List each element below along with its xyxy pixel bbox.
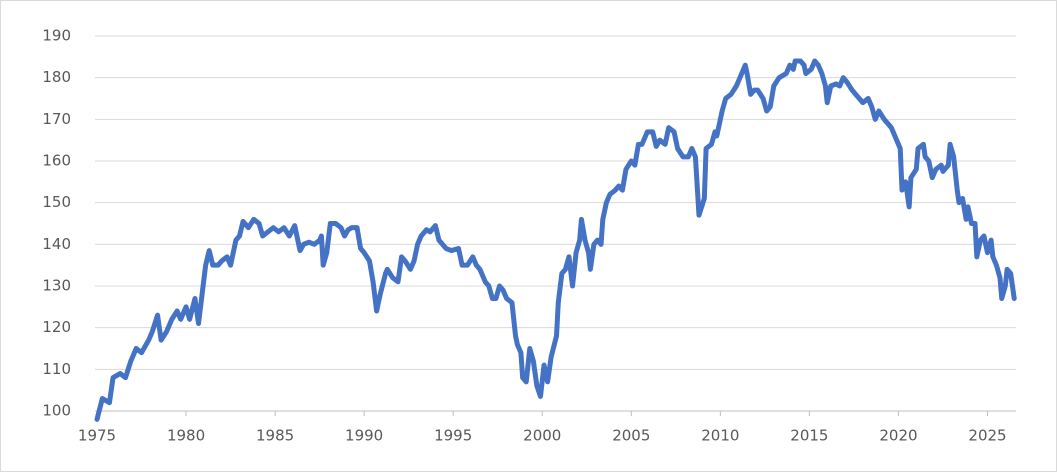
x-tick-label: 2015 xyxy=(790,427,828,445)
y-tick-label: 190 xyxy=(42,27,71,45)
x-tick-label: 2005 xyxy=(612,427,650,445)
y-tick-label: 100 xyxy=(42,402,71,420)
x-tick-label: 1980 xyxy=(167,427,205,445)
y-tick-label: 150 xyxy=(42,193,71,211)
x-tick-label: 1985 xyxy=(256,427,294,445)
y-tick-label: 140 xyxy=(42,235,71,253)
x-tick-label: 1995 xyxy=(434,427,472,445)
data-line xyxy=(94,58,1017,422)
y-tick-label: 110 xyxy=(42,360,71,378)
y-tick-label: 170 xyxy=(42,110,71,128)
y-tick-label: 160 xyxy=(42,152,71,170)
y-tick-label: 120 xyxy=(42,318,71,336)
y-tick-label: 180 xyxy=(42,68,71,86)
x-tick-label: 2000 xyxy=(523,427,561,445)
x-tick-label: 1975 xyxy=(78,427,116,445)
y-tick-label: 130 xyxy=(42,277,71,295)
x-tick-label: 1990 xyxy=(345,427,383,445)
x-tick-label: 2010 xyxy=(701,427,739,445)
x-tick-label: 2025 xyxy=(968,427,1006,445)
x-tick-label: 2020 xyxy=(879,427,917,445)
